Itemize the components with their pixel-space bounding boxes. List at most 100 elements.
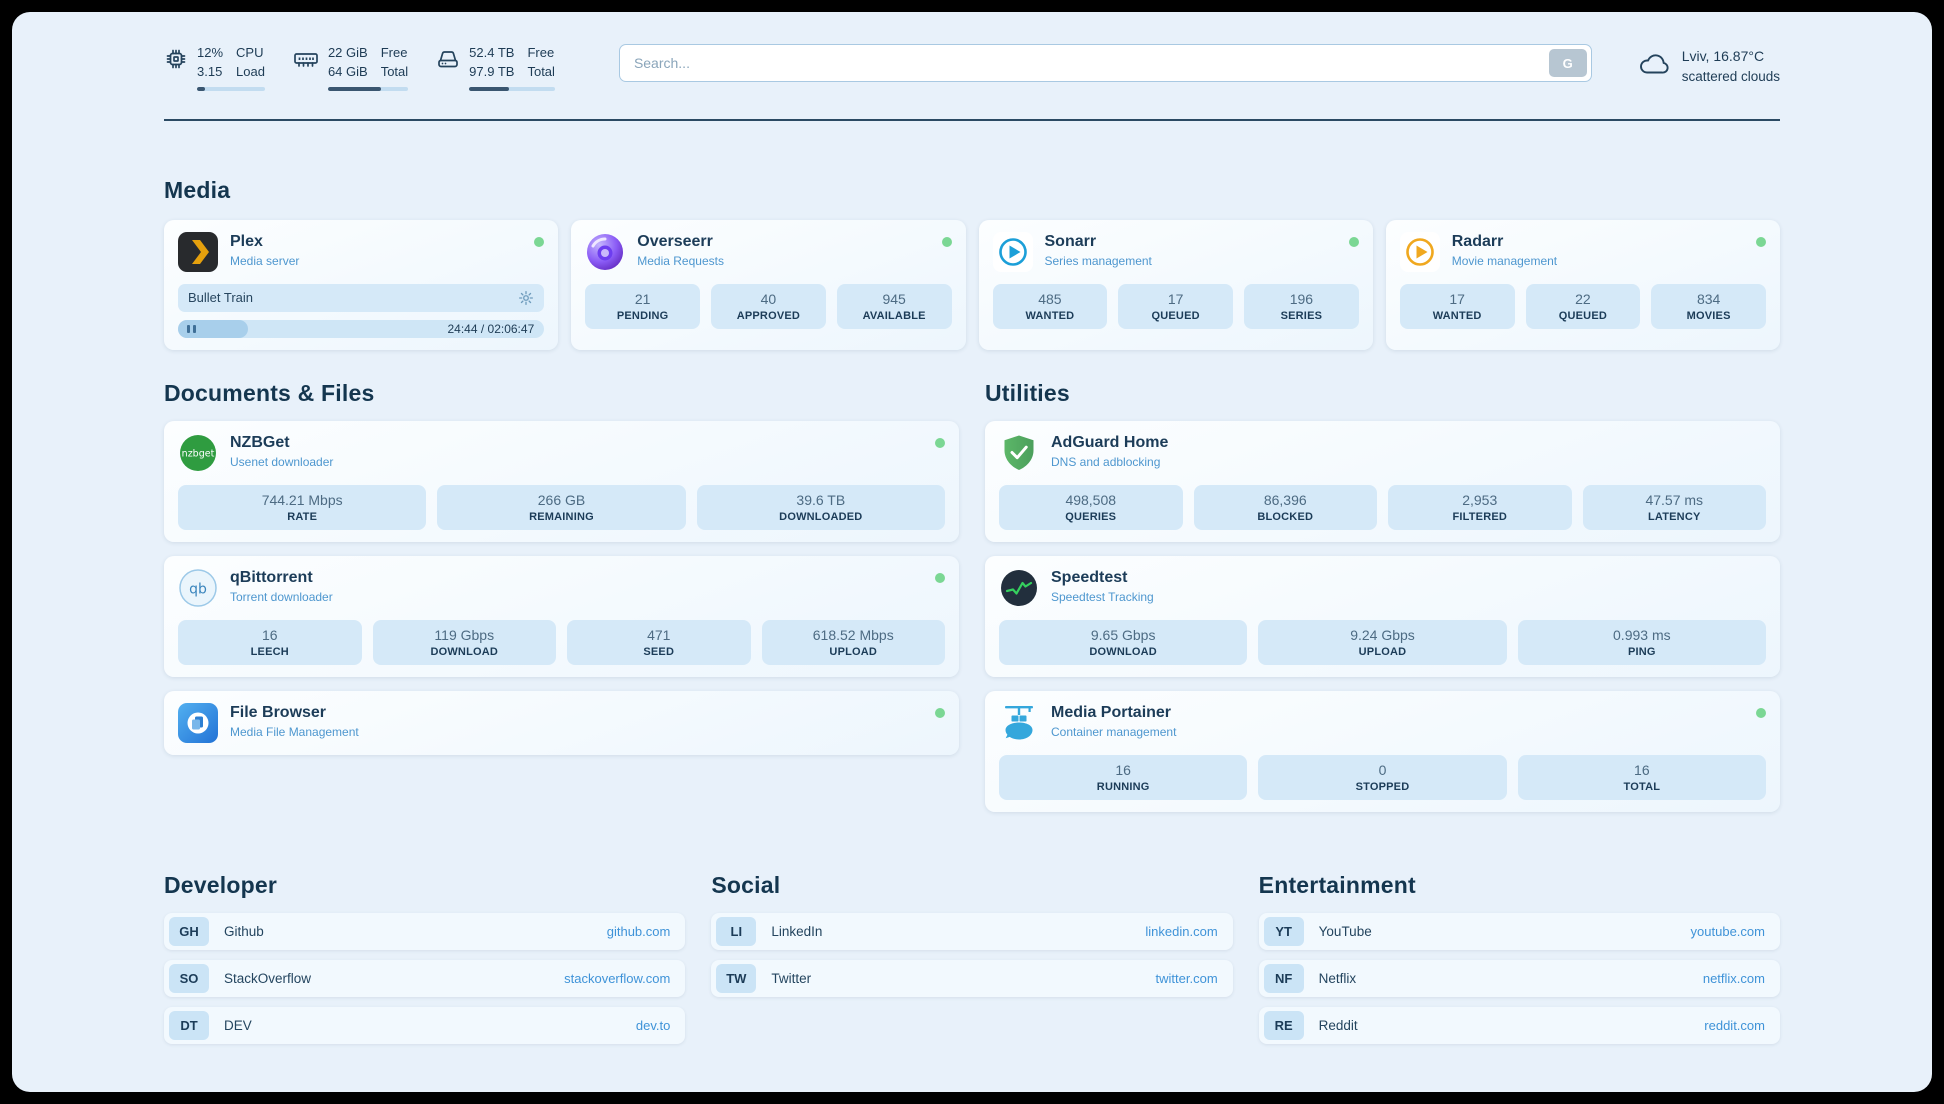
app-name: Radarr — [1451, 232, 1504, 250]
disk-free-label: Free — [527, 45, 555, 60]
app-subtitle: Movie management — [1451, 253, 1558, 268]
stat-tile: 22 QUEUED — [1525, 283, 1641, 329]
app-name: Sonarr — [1044, 232, 1097, 250]
app-card-radarr[interactable]: Radarr Movie management 17 WANTED 22 QUE… — [1385, 219, 1780, 350]
stat-value: 40 — [760, 290, 777, 307]
app-card-overseerr[interactable]: Overseerr Media Requests 21 PENDING 40 A… — [571, 219, 966, 350]
memory-free-label: Free — [380, 45, 408, 60]
app-card-speedtest[interactable]: Speedtest Speedtest Tracking 9.65 Gbps D… — [985, 555, 1780, 677]
app-name: Plex — [230, 232, 263, 250]
status-indicator — [1756, 236, 1766, 247]
stat-label: SEED — [643, 645, 675, 658]
bookmark-abbr: SO — [169, 963, 209, 993]
app-name: qBittorrent — [230, 568, 313, 586]
bookmark-url: github.com — [606, 923, 671, 939]
section-title-media: Media — [164, 176, 231, 203]
stat-tile: 618.52 Mbps UPLOAD — [761, 619, 945, 665]
bookmark-name: Github — [224, 923, 264, 939]
bookmark-github[interactable]: GH Github github.com — [164, 912, 686, 950]
stat-label: LEECH — [250, 645, 289, 658]
app-subtitle: Media server — [230, 253, 300, 268]
stat-value: 17 — [1167, 290, 1184, 307]
stat-value: 22 — [1575, 290, 1591, 307]
stat-value: 266 GB — [537, 491, 586, 508]
bookmark-twitter[interactable]: TW Twitter twitter.com — [711, 959, 1233, 997]
cpu-load-label: Load — [236, 63, 265, 79]
stat-label: WANTED — [1432, 309, 1482, 322]
stat-label: QUERIES — [1065, 510, 1117, 523]
stat-label: UPLOAD — [829, 645, 878, 658]
app-card-filebrowser[interactable]: File Browser Media File Management — [164, 690, 959, 755]
developer-column: Developer GH Github github.com SO StackO… — [164, 872, 686, 1054]
app-card-sonarr[interactable]: Sonarr Series management 485 WANTED 17 Q… — [978, 219, 1373, 350]
bookmark-linkedin[interactable]: LI LinkedIn linkedin.com — [711, 912, 1233, 950]
status-indicator — [935, 437, 945, 448]
app-card-portainer[interactable]: Media Portainer Container management 16 … — [985, 690, 1780, 812]
status-indicator — [1348, 236, 1359, 247]
playback-time: 24:44 / 02:06:47 — [447, 321, 535, 336]
bookmark-abbr: NF — [1263, 963, 1304, 993]
bookmark-url: linkedin.com — [1145, 923, 1218, 939]
stat-label: RATE — [287, 510, 318, 523]
gear-icon[interactable] — [518, 290, 534, 306]
memory-widget: 22 GiB 64 GiB Free Total — [293, 44, 409, 91]
cloud-icon — [1638, 51, 1670, 82]
section-title-entertainment: Entertainment — [1258, 871, 1416, 898]
search-input[interactable] — [618, 44, 1592, 82]
bookmark-youtube[interactable]: YT YouTube youtube.com — [1258, 912, 1780, 950]
bookmark-name: YouTube — [1318, 923, 1372, 939]
bookmark-abbr: LI — [716, 916, 757, 946]
stat-tile: 834 MOVIES — [1651, 283, 1766, 329]
stat-value: 2,953 — [1462, 491, 1498, 508]
stat-tile: 16 LEECH — [178, 619, 362, 665]
app-card-adguard[interactable]: AdGuard Home DNS and adblocking 498,508 … — [985, 420, 1780, 542]
filebrowser-icon — [178, 702, 218, 743]
bookmark-abbr: RE — [1263, 1010, 1304, 1040]
now-playing-title: Bullet Train — [188, 290, 254, 306]
playback-progress-bar[interactable]: 24:44 / 02:06:47 — [178, 319, 545, 338]
app-subtitle: DNS and adblocking — [1051, 454, 1161, 469]
bookmark-abbr: GH — [169, 916, 209, 946]
stat-tile: 40 APPROVED — [711, 283, 826, 329]
hard-drive-icon — [436, 47, 460, 91]
bookmark-dev[interactable]: DT DEV dev.to — [164, 1006, 686, 1044]
stat-tile: 86,396 BLOCKED — [1193, 484, 1377, 530]
app-subtitle: Series management — [1044, 253, 1152, 268]
search-engine-button[interactable]: G — [1548, 49, 1587, 77]
playback-progress-fill — [178, 319, 248, 338]
stat-value: 0 — [1378, 761, 1387, 778]
disk-free-value: 52.4 TB — [469, 45, 515, 60]
status-indicator — [1756, 707, 1766, 718]
search-bar: G — [618, 44, 1592, 82]
stat-value: 16 — [1634, 761, 1650, 778]
bookmark-netflix[interactable]: NF Netflix netflix.com — [1258, 959, 1780, 997]
bookmark-name: Netflix — [1318, 970, 1357, 986]
stat-tile: 16 TOTAL — [1517, 754, 1766, 800]
stat-label: APPROVED — [736, 309, 801, 322]
cpu-label: CPU — [236, 45, 264, 60]
dashboard-page: 12% 3.15 CPU Load 22 GiB — [12, 12, 1932, 1092]
app-card-nzbget[interactable]: nzbget NZBGet Usenet downloader 744.21 M… — [164, 420, 959, 542]
radarr-icon — [1399, 231, 1440, 272]
app-card-plex[interactable]: Plex Media server Bullet Train 24:44 / 0… — [164, 219, 559, 350]
stat-tile: 17 WANTED — [1399, 283, 1515, 329]
stat-label: PENDING — [616, 309, 669, 322]
bookmark-reddit[interactable]: RE Reddit reddit.com — [1258, 1006, 1780, 1044]
stat-value: 744.21 Mbps — [261, 491, 343, 508]
now-playing-row: Bullet Train — [178, 283, 545, 312]
bookmark-name: StackOverflow — [224, 970, 312, 986]
stat-value: 834 — [1696, 290, 1721, 307]
stat-label: RUNNING — [1096, 780, 1150, 793]
bookmark-name: Reddit — [1318, 1017, 1358, 1033]
stat-tile: 945 AVAILABLE — [836, 283, 952, 329]
stat-label: LATENCY — [1647, 510, 1701, 523]
bookmark-stackoverflow[interactable]: SO StackOverflow stackoverflow.com — [164, 959, 686, 997]
app-card-qbittorrent[interactable]: qb qBittorrent Torrent downloader 16 LEE… — [164, 555, 959, 677]
stat-label: WANTED — [1025, 309, 1075, 322]
stat-label: MOVIES — [1686, 309, 1731, 322]
cpu-load-value: 3.15 — [197, 63, 223, 79]
top-bar: 12% 3.15 CPU Load 22 GiB — [164, 12, 1780, 91]
status-indicator — [941, 236, 952, 247]
stat-tile: 9.24 Gbps UPLOAD — [1258, 619, 1507, 665]
stat-tile: 0 STOPPED — [1258, 754, 1507, 800]
